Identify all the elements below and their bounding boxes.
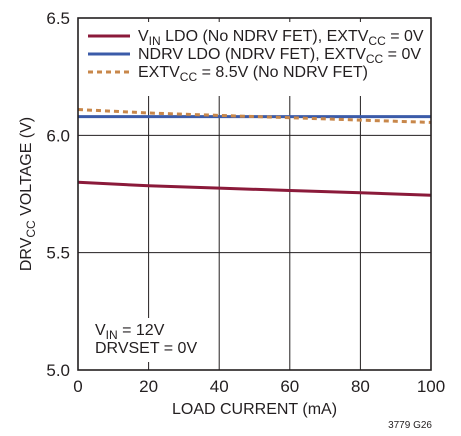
text-part: IN <box>106 328 118 342</box>
text-part: = 12V <box>118 322 165 339</box>
plot-frame <box>77 17 432 371</box>
legend-label: NDRV LDO (NDRV FET), EXTVCC = 0V <box>138 46 421 66</box>
x-tick-label: 40 <box>210 377 229 396</box>
text-part: CC <box>180 70 198 84</box>
x-axis-ticks: 0 20 40 60 80 100 <box>73 377 445 396</box>
text-part: EXTV <box>138 64 180 81</box>
text-part: = 0V <box>386 28 424 45</box>
y-tick-label: 6.5 <box>46 9 70 28</box>
text-part: CC <box>366 52 384 66</box>
x-tick-label: 80 <box>351 377 370 396</box>
y-axis-label-subscript: CC <box>24 220 38 238</box>
x-tick-label: 0 <box>73 377 82 396</box>
text-part: = 0V <box>383 46 421 63</box>
annotation-text: DRVSET = 0V <box>95 340 197 357</box>
x-tick-label: 60 <box>280 377 299 396</box>
chart-series <box>77 108 432 197</box>
y-axis-label: DRVCC VOLTAGE (V) <box>18 117 38 271</box>
y-axis-ticks: 5.0 5.5 6.0 6.5 <box>46 9 70 380</box>
text-part: LDO (No NDRV FET), EXTV <box>161 28 369 45</box>
annotation-text: VIN = 12V <box>95 322 165 342</box>
y-tick-label: 5.5 <box>46 244 70 263</box>
x-tick-label: 20 <box>139 377 158 396</box>
y-tick-label: 6.0 <box>46 126 70 145</box>
text-part: DRVSET = 0V <box>95 340 197 357</box>
series-line <box>77 180 432 197</box>
legend-label: VIN LDO (No NDRV FET), EXTVCC = 0V <box>138 28 424 48</box>
legend-background <box>83 22 419 96</box>
x-axis-label: LOAD CURRENT (mA) <box>172 401 337 418</box>
text-part: CC <box>368 34 386 48</box>
series-line <box>77 108 432 124</box>
text-part: V <box>138 28 149 45</box>
text-part: V <box>95 322 106 339</box>
y-tick-label: 5.0 <box>46 361 70 380</box>
text-part: = 8.5V (No NDRV FET) <box>197 64 368 81</box>
x-tick-label: 100 <box>417 377 445 396</box>
figure-code: 3779 G26 <box>388 420 432 431</box>
annotation-background <box>82 318 202 362</box>
text-part: NDRV LDO (NDRV FET), EXTV <box>138 46 366 63</box>
y-axis-label-prefix: DRV <box>18 237 35 271</box>
text-part: IN <box>149 34 161 48</box>
y-axis-label-suffix: VOLTAGE (V) <box>18 117 35 220</box>
legend-label: EXTVCC = 8.5V (No NDRV FET) <box>138 64 368 84</box>
